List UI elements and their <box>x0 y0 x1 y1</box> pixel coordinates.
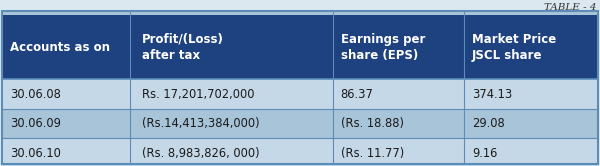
Text: 30.06.09: 30.06.09 <box>10 117 61 130</box>
Text: 30.06.10: 30.06.10 <box>10 147 61 160</box>
Text: 374.13: 374.13 <box>472 87 512 101</box>
Bar <box>2 109 130 138</box>
Text: Rs. 17,201,702,000: Rs. 17,201,702,000 <box>142 87 255 101</box>
Bar <box>2 79 130 109</box>
Text: (Rs.14,413,384,000): (Rs.14,413,384,000) <box>142 117 260 130</box>
Bar <box>333 15 464 79</box>
Bar <box>2 138 130 166</box>
Text: 9.16: 9.16 <box>472 147 497 160</box>
Text: 29.08: 29.08 <box>472 117 505 130</box>
Text: TABLE - 4: TABLE - 4 <box>545 3 597 12</box>
Bar <box>130 138 333 166</box>
Bar <box>2 11 598 15</box>
Text: (Rs. 8,983,826, 000): (Rs. 8,983,826, 000) <box>142 147 260 160</box>
Bar <box>333 79 464 109</box>
Bar <box>464 79 598 109</box>
Bar <box>130 109 333 138</box>
Bar <box>333 138 464 166</box>
Bar <box>464 109 598 138</box>
Bar <box>2 15 130 79</box>
Bar <box>464 138 598 166</box>
Text: Accounts as on: Accounts as on <box>10 41 110 54</box>
Text: 30.06.08: 30.06.08 <box>10 87 61 101</box>
Text: Profit/(Loss)
after tax: Profit/(Loss) after tax <box>142 33 224 62</box>
Text: Earnings per
share (EPS): Earnings per share (EPS) <box>341 33 425 62</box>
Text: Market Price
JSCL share: Market Price JSCL share <box>472 33 556 62</box>
Bar <box>464 15 598 79</box>
Bar <box>130 79 333 109</box>
Bar <box>333 109 464 138</box>
Text: (Rs. 11.77): (Rs. 11.77) <box>341 147 404 160</box>
Bar <box>130 15 333 79</box>
Text: (Rs. 18.88): (Rs. 18.88) <box>341 117 404 130</box>
Text: 86.37: 86.37 <box>341 87 374 101</box>
